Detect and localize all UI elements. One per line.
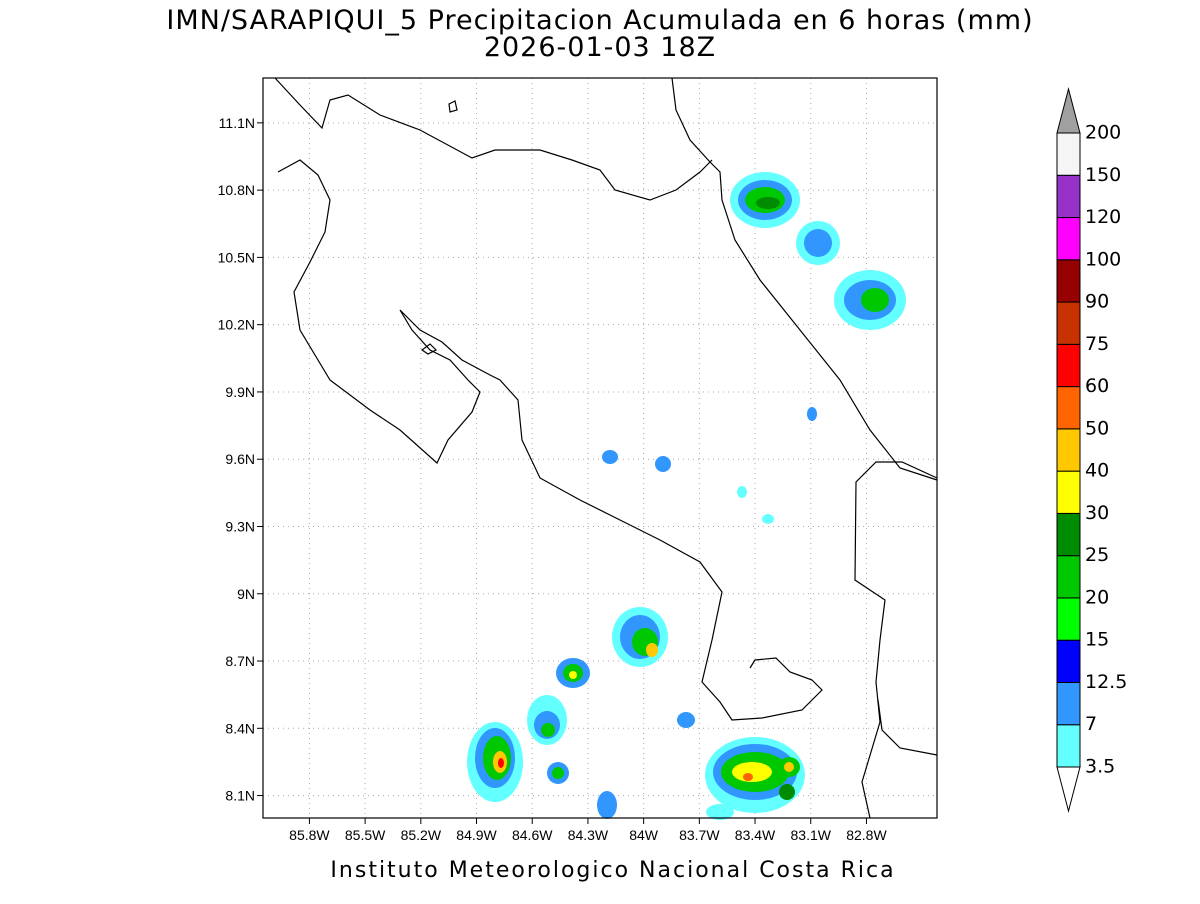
precip-area (597, 791, 617, 819)
colorbar-label: 200 (1085, 122, 1121, 144)
axes: 85.8W 85.5W 85.2W 84.9W 84.6W 84.3W 84W 83.7W 83… (218, 115, 888, 843)
y-tick-label: 9.6N (225, 451, 255, 467)
y-tick-label: 10.2N (218, 317, 255, 333)
coastline (277, 159, 823, 721)
x-tick-label: 83.7W (679, 827, 720, 843)
y-tick-label: 10.5N (218, 249, 255, 265)
colorbar-segment (1056, 386, 1081, 430)
colorbar-label: 90 (1085, 291, 1109, 313)
coastline (877, 699, 938, 756)
x-tick-label: 82.8W (846, 827, 887, 843)
colorbar-label: 20 (1085, 586, 1109, 608)
y-tick-label: 8.4N (225, 720, 255, 736)
precip-area (861, 288, 889, 312)
precip-area (762, 514, 774, 524)
colorbar-label: 15 (1085, 629, 1109, 651)
colorbar-segment (1056, 681, 1081, 726)
colorbar-segment (1056, 470, 1081, 514)
coastline (274, 77, 713, 201)
precip-layer (467, 172, 906, 820)
colorbar-label: 100 (1085, 248, 1121, 270)
colorbar-label: 40 (1085, 460, 1109, 482)
precip-area (804, 229, 832, 257)
precip-area (677, 712, 695, 728)
colorbar-label: 3.5 (1085, 756, 1115, 778)
colorbar-segment (1056, 724, 1081, 768)
colorbar-segment (1056, 301, 1081, 345)
colorbar-label: 75 (1085, 333, 1109, 355)
y-tick-label: 9N (237, 586, 255, 602)
colorbar-segment (1056, 174, 1081, 219)
precip-area (552, 767, 564, 779)
chart-subtitle: 2026-01-03 18Z (484, 32, 716, 63)
x-tick-label: 84.6W (512, 827, 553, 843)
x-tick-label: 85.5W (345, 827, 386, 843)
colorbar-segment (1056, 259, 1081, 303)
border (854, 461, 938, 819)
x-tick-label: 84.9W (456, 827, 497, 843)
precip-area (706, 804, 734, 820)
footer: Instituto Meteorologico Nacional Costa R… (330, 858, 895, 883)
colorbar-label: 60 (1085, 375, 1109, 397)
chart-title: IMN/SARAPIQUI_5 Precipitacion Acumulada … (166, 5, 1033, 36)
precip-area (646, 643, 658, 657)
precip-area (737, 486, 747, 498)
coastlines (274, 77, 938, 819)
x-tick-label: 83.4W (735, 827, 776, 843)
colorbar-segment (1056, 132, 1081, 176)
grid (263, 78, 937, 818)
x-tick-label: 85.8W (289, 827, 330, 843)
x-tick-label: 84.3W (568, 827, 609, 843)
island (420, 343, 438, 355)
precip-area (779, 784, 795, 800)
precip-area (569, 671, 577, 679)
y-tick-label: 9.9N (225, 384, 255, 400)
precip-area (541, 723, 555, 737)
x-tick-label: 84W (629, 827, 659, 843)
plot-frame (262, 77, 938, 819)
colorbar-segment (1056, 597, 1081, 641)
y-tick-label: 8.7N (225, 653, 255, 669)
colorbar-segment (1056, 217, 1081, 261)
colorbar-segment (1056, 639, 1081, 683)
x-tick-label: 85.2W (401, 827, 442, 843)
colorbar: 3.5 7 12.5 15 20 25 30 40 50 60 75 90 100 120 150 200 (1056, 87, 1127, 813)
colorbar-label: 12.5 (1085, 671, 1127, 693)
y-tick-label: 9.3N (225, 518, 255, 534)
precip-area (655, 456, 671, 472)
colorbar-label: 7 (1085, 713, 1097, 735)
precip-area (784, 762, 794, 772)
coastline (671, 77, 938, 481)
colorbar-label: 50 (1085, 417, 1109, 439)
colorbar-under (1056, 766, 1081, 813)
colorbar-segment (1056, 512, 1081, 557)
colorbar-segment (1056, 555, 1081, 599)
y-tick-label: 11.1N (219, 115, 255, 131)
colorbar-segment (1056, 428, 1081, 472)
precip-area (743, 773, 753, 781)
colorbar-label: 30 (1085, 502, 1109, 524)
y-tick-label: 8.1N (225, 788, 255, 804)
precip-area (807, 407, 817, 421)
precip-area (756, 197, 780, 209)
precip-area (498, 758, 504, 768)
precip-area (602, 450, 618, 464)
colorbar-label: 150 (1085, 164, 1121, 186)
colorbar-label: 120 (1085, 206, 1121, 228)
y-tick-label: 10.8N (218, 182, 255, 198)
colorbar-segment (1056, 343, 1081, 388)
precip-area (732, 762, 772, 782)
colorbar-label: 25 (1085, 544, 1109, 566)
colorbar-over (1056, 87, 1081, 134)
island (448, 100, 458, 113)
x-tick-label: 83.1W (791, 827, 832, 843)
